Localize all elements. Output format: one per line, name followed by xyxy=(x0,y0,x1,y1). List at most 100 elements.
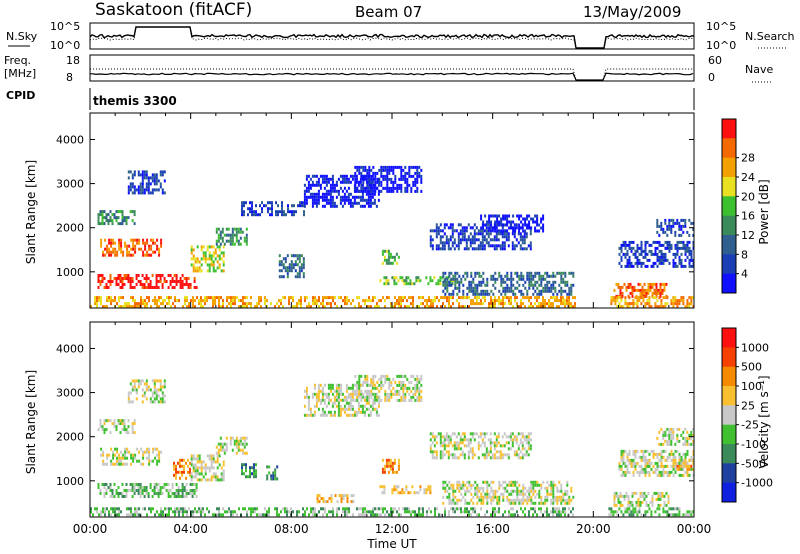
range-gate-cell xyxy=(554,299,556,303)
range-gate-cell xyxy=(408,398,411,402)
range-gate-cell xyxy=(506,495,509,499)
range-gate-cell xyxy=(536,223,539,227)
range-gate-cell xyxy=(133,492,136,495)
range-gate-cell xyxy=(337,395,340,399)
range-gate-cell xyxy=(183,489,186,492)
range-gate-cell xyxy=(171,286,174,289)
range-gate-cell xyxy=(479,229,482,233)
freq-unit-label: [MHz] xyxy=(4,67,36,80)
range-gate-cell xyxy=(514,501,517,505)
range-gate-cell xyxy=(672,452,675,456)
range-gate-cell xyxy=(162,302,164,306)
range-gate-cell xyxy=(374,180,377,184)
range-gate-cell xyxy=(243,213,245,217)
range-gate-cell xyxy=(670,299,673,303)
range-gate-cell xyxy=(511,244,514,248)
range-gate-cell xyxy=(381,249,384,253)
range-gate-cell xyxy=(568,296,570,300)
range-gate-cell xyxy=(570,289,573,293)
range-gate-cell xyxy=(394,302,396,306)
range-gate-cell xyxy=(640,470,643,474)
range-gate-cell xyxy=(642,458,645,462)
range-gate-cell xyxy=(418,377,421,381)
range-gate-cell xyxy=(103,277,106,280)
range-gate-cell xyxy=(397,467,400,471)
range-gate-cell xyxy=(439,282,442,286)
range-gate-cell xyxy=(496,498,499,502)
range-gate-cell xyxy=(122,253,125,257)
range-gate-cell xyxy=(104,510,106,514)
range-gate-cell xyxy=(468,480,471,484)
range-gate-cell xyxy=(498,229,501,233)
range-gate-cell xyxy=(243,451,246,455)
range-gate-cell xyxy=(542,274,545,278)
range-gate-cell xyxy=(476,292,479,296)
range-gate-cell xyxy=(457,432,460,436)
range-gate-cell xyxy=(469,241,472,245)
range-gate-cell xyxy=(682,302,685,306)
range-gate-cell xyxy=(651,282,654,286)
range-gate-cell xyxy=(429,447,432,451)
range-gate-cell xyxy=(412,296,414,300)
range-gate-cell xyxy=(123,283,126,286)
range-gate-cell xyxy=(121,280,124,283)
range-gate-cell xyxy=(466,489,469,493)
range-gate-cell xyxy=(454,495,457,499)
range-gate-cell xyxy=(395,282,398,286)
range-gate-cell xyxy=(202,254,205,258)
range-gate-cell xyxy=(682,296,685,300)
range-gate-cell xyxy=(190,478,193,482)
range-gate-cell xyxy=(627,503,630,507)
range-gate-cell xyxy=(185,283,188,286)
range-gate-cell xyxy=(398,186,401,190)
range-gate-cell xyxy=(376,180,379,184)
range-gate-cell xyxy=(139,173,142,177)
range-gate-cell xyxy=(212,472,215,476)
range-gate-cell xyxy=(345,174,348,178)
range-gate-cell xyxy=(672,299,675,303)
range-gate-cell xyxy=(97,274,100,277)
range-gate-cell xyxy=(471,456,474,460)
range-gate-cell xyxy=(622,455,625,459)
range-gate-cell xyxy=(184,302,186,306)
range-gate-cell xyxy=(449,238,452,242)
range-gate-cell xyxy=(631,285,634,289)
range-gate-cell xyxy=(654,470,657,474)
range-gate-cell xyxy=(322,497,325,501)
range-gate-cell xyxy=(200,463,203,467)
range-gate-cell xyxy=(182,305,184,309)
range-gate-cell xyxy=(522,292,525,296)
range-gate-cell xyxy=(377,198,380,202)
range-gate-cell xyxy=(638,296,641,300)
range-gate-cell xyxy=(431,435,434,439)
range-gate-cell xyxy=(388,386,391,390)
range-gate-cell xyxy=(215,445,218,449)
range-gate-cell xyxy=(431,247,434,251)
range-gate-cell xyxy=(532,492,535,496)
range-gate-cell xyxy=(200,302,202,306)
range-gate-cell xyxy=(467,453,470,457)
range-gate-cell xyxy=(688,442,691,446)
range-gate-cell xyxy=(129,489,132,492)
range-gate-cell xyxy=(558,299,560,303)
range-gate-cell xyxy=(390,177,393,181)
range-gate-cell xyxy=(651,503,654,507)
range-gate-cell xyxy=(420,377,423,381)
range-gate-cell xyxy=(404,180,407,184)
range-gate-cell xyxy=(243,436,246,440)
range-gate-cell xyxy=(210,463,213,467)
range-gate-cell xyxy=(251,201,253,205)
range-gate-cell xyxy=(374,392,377,396)
range-gate-cell xyxy=(404,305,406,309)
range-gate-cell xyxy=(498,220,501,224)
range-gate-cell xyxy=(538,305,540,309)
range-gate-cell xyxy=(284,257,287,261)
range-gate-cell xyxy=(503,241,506,245)
range-gate-cell xyxy=(515,453,518,457)
range-gate-cell xyxy=(682,464,685,468)
range-gate-cell xyxy=(299,204,301,208)
range-gate-cell xyxy=(284,269,287,273)
range-gate-cell xyxy=(361,404,364,408)
range-gate-cell xyxy=(414,183,417,187)
range-gate-cell xyxy=(463,453,466,457)
